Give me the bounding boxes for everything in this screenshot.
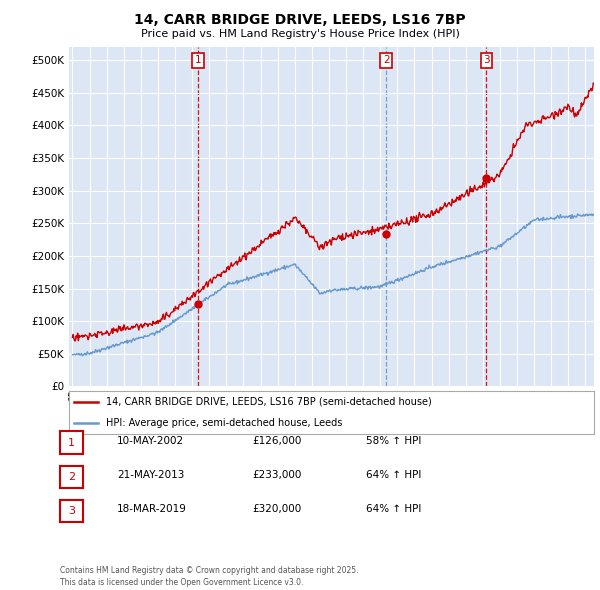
Text: £233,000: £233,000 <box>252 470 301 480</box>
Text: 18-MAR-2019: 18-MAR-2019 <box>117 504 187 514</box>
Text: 10-MAY-2002: 10-MAY-2002 <box>117 436 184 445</box>
Text: HPI: Average price, semi-detached house, Leeds: HPI: Average price, semi-detached house,… <box>106 418 342 428</box>
Text: 3: 3 <box>483 55 490 65</box>
Text: 58% ↑ HPI: 58% ↑ HPI <box>366 436 421 445</box>
Text: 14, CARR BRIDGE DRIVE, LEEDS, LS16 7BP: 14, CARR BRIDGE DRIVE, LEEDS, LS16 7BP <box>134 13 466 27</box>
Text: Price paid vs. HM Land Registry's House Price Index (HPI): Price paid vs. HM Land Registry's House … <box>140 29 460 39</box>
Text: 1: 1 <box>195 55 202 65</box>
Text: 64% ↑ HPI: 64% ↑ HPI <box>366 504 421 514</box>
Text: Contains HM Land Registry data © Crown copyright and database right 2025.
This d: Contains HM Land Registry data © Crown c… <box>60 566 359 587</box>
Text: £320,000: £320,000 <box>252 504 301 514</box>
Text: 2: 2 <box>68 472 75 481</box>
Text: 14, CARR BRIDGE DRIVE, LEEDS, LS16 7BP (semi-detached house): 14, CARR BRIDGE DRIVE, LEEDS, LS16 7BP (… <box>106 397 431 407</box>
Text: 2: 2 <box>383 55 390 65</box>
Text: 64% ↑ HPI: 64% ↑ HPI <box>366 470 421 480</box>
Text: 1: 1 <box>68 438 75 447</box>
Text: 21-MAY-2013: 21-MAY-2013 <box>117 470 184 480</box>
Text: £126,000: £126,000 <box>252 436 301 445</box>
Text: 3: 3 <box>68 506 75 516</box>
